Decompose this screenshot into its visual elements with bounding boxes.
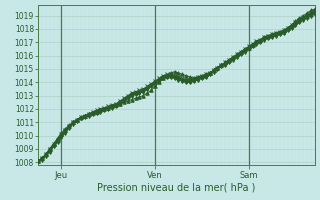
X-axis label: Pression niveau de la mer( hPa ): Pression niveau de la mer( hPa ) (97, 182, 256, 192)
